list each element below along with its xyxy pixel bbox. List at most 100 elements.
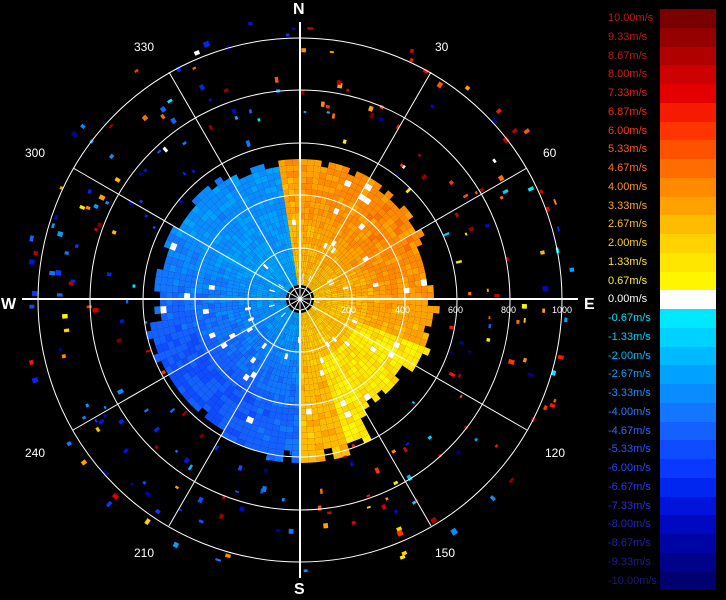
echo-cell [300, 218, 305, 226]
echo-cell [282, 313, 288, 320]
echo-cell [228, 434, 239, 444]
echo-cell [384, 312, 391, 319]
echo-cell [398, 246, 406, 255]
echo-cell [379, 237, 388, 246]
echo-cell [328, 403, 336, 411]
echo-cell [256, 303, 263, 306]
echo-cell [326, 167, 335, 176]
echo-cell [408, 240, 417, 250]
colorbar-label: 7.33m/s [608, 87, 648, 99]
echo-cell [250, 301, 257, 305]
echo-cell [284, 238, 289, 245]
echo-cell [236, 352, 244, 360]
echo-cell [265, 312, 272, 317]
echo-cell [413, 336, 422, 345]
echo-cell [326, 211, 333, 219]
echo-cell [310, 307, 316, 313]
echo-cell [250, 405, 259, 413]
echo-cell [300, 450, 309, 458]
echo-cell [283, 195, 290, 203]
echo-cell [502, 136, 510, 144]
colorbar-entry: -8.67m/s [605, 534, 716, 553]
echo-cell [312, 304, 319, 308]
echo-cell [266, 238, 272, 246]
echo-cell [289, 249, 294, 256]
echo-cell [271, 380, 278, 388]
echo-cell [289, 317, 293, 324]
echo-cell [340, 326, 347, 332]
echo-cell [391, 329, 399, 337]
echo-cell [319, 277, 325, 283]
echo-cell [220, 248, 228, 256]
echo-cell [223, 389, 232, 398]
echo-cell [339, 386, 348, 394]
echo-cell [382, 254, 390, 262]
echo-cell [389, 230, 398, 240]
echo-cell [191, 251, 200, 260]
echo-cell [322, 405, 330, 413]
echo-cell [334, 188, 342, 197]
echo-cell [275, 289, 282, 293]
echo-cell [266, 280, 273, 285]
echo-cell [258, 250, 265, 258]
echo-cell [419, 272, 427, 280]
echo-cell [278, 259, 283, 267]
echo-cell [448, 350, 454, 354]
colorbar-label: 4.00m/s [608, 180, 648, 193]
echo-cell [255, 319, 262, 324]
echo-cell [313, 279, 319, 285]
echo-cell [318, 288, 325, 292]
echo-cell [373, 299, 381, 304]
echo-cell [182, 372, 192, 382]
echo-cell [272, 328, 278, 335]
echo-cell [223, 200, 232, 209]
echo-cell [246, 314, 254, 320]
echo-cell [220, 237, 229, 245]
echo-cell [337, 294, 344, 297]
echo-cell [368, 356, 377, 365]
echo-cell [426, 312, 434, 320]
echo-cell [324, 305, 331, 309]
echo-cell [365, 360, 373, 369]
echo-cell [340, 314, 347, 320]
echo-cell [280, 293, 287, 297]
colorbar-entry: 3.33m/s [605, 196, 716, 216]
echo-cell [361, 371, 370, 380]
echo-cell [270, 334, 276, 341]
echo-cell [274, 303, 281, 306]
echo-cell [364, 248, 373, 256]
echo-cell [275, 305, 282, 309]
echo-cell [409, 292, 416, 299]
echo-cell [488, 316, 491, 320]
echo-cell [304, 280, 308, 286]
echo-cell [242, 273, 249, 279]
echo-cell [243, 239, 251, 247]
echo-cell [397, 288, 404, 294]
echo-cell [348, 335, 355, 342]
echo-cell [317, 317, 323, 323]
echo-cell [290, 268, 294, 275]
echo-cell [313, 301, 320, 305]
echo-cell [245, 335, 252, 342]
echo-cell [277, 267, 283, 274]
echo-cell [243, 259, 250, 266]
echo-cell [186, 249, 194, 258]
echo-cell [343, 226, 351, 235]
echo-cell [341, 324, 349, 330]
azimuth-spoke [299, 298, 432, 527]
echo-cell [346, 278, 354, 284]
colorbar-label: 1.33m/s [608, 255, 648, 268]
echo-cell [341, 310, 349, 315]
echo-cell [304, 273, 307, 280]
echo-cell [308, 316, 312, 323]
echo-cell [317, 324, 323, 331]
echo-cell [279, 273, 285, 279]
echo-cell [349, 459, 354, 464]
echo-cell [410, 329, 418, 337]
echo-cell [182, 171, 187, 176]
echo-cell [287, 177, 294, 184]
echo-cell [156, 149, 162, 154]
echo-cell [355, 301, 362, 306]
echo-cell [269, 305, 276, 309]
echo-cell [225, 339, 233, 346]
